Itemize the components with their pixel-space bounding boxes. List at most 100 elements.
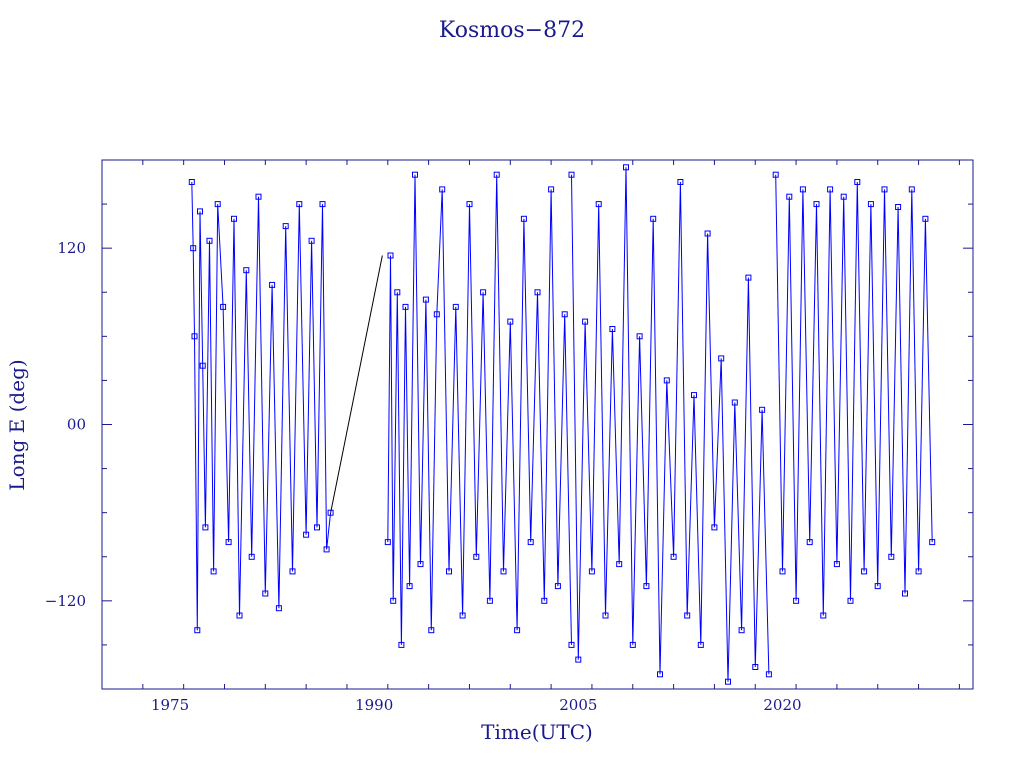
- data-point: [881, 186, 888, 193]
- data-point: [602, 612, 609, 619]
- data-point: [428, 627, 435, 634]
- data-point: [561, 311, 568, 318]
- data-point: [582, 318, 589, 325]
- data-point: [197, 208, 203, 215]
- plot-frame: [101, 159, 974, 690]
- x-tick-label: 1975: [151, 696, 189, 714]
- plot-area: [101, 159, 974, 690]
- data-point: [214, 201, 221, 208]
- data-point: [188, 179, 195, 185]
- data-point: [194, 627, 201, 634]
- data-point: [199, 362, 206, 369]
- data-point: [568, 171, 575, 178]
- data-point: [820, 612, 827, 619]
- y-tick-label: −120: [45, 592, 86, 610]
- data-point: [190, 245, 197, 252]
- chart-title: Kosmos−872: [439, 18, 585, 43]
- data-point: [929, 539, 936, 546]
- data-point: [588, 568, 595, 575]
- data-point: [514, 627, 521, 634]
- data-point: [248, 553, 255, 560]
- data-point: [493, 171, 500, 178]
- data-point: [772, 171, 779, 178]
- data-point: [466, 201, 473, 208]
- data-point: [677, 179, 684, 185]
- data-point: [231, 215, 237, 222]
- data-point: [255, 193, 262, 200]
- data-point: [296, 201, 303, 208]
- data-point: [534, 289, 541, 296]
- data-point: [422, 296, 429, 303]
- data-point: [275, 605, 282, 612]
- data-point: [303, 531, 310, 538]
- data-point: [262, 590, 269, 597]
- data-layer: [188, 164, 936, 685]
- data-point: [697, 641, 704, 648]
- data-point: [609, 326, 616, 332]
- data-point: [220, 303, 227, 310]
- data-point: [861, 568, 868, 575]
- data-point: [827, 186, 834, 193]
- data-point: [725, 678, 731, 685]
- y-tick-label: 00: [67, 416, 86, 434]
- data-point: [202, 524, 209, 531]
- data-point: [269, 281, 276, 288]
- data-point: [765, 671, 772, 678]
- data-point: [289, 568, 296, 575]
- data-point: [568, 641, 575, 648]
- data-point: [902, 590, 908, 597]
- data-point: [384, 539, 391, 546]
- data-point: [684, 612, 691, 619]
- data-point: [915, 568, 922, 575]
- data-point: [616, 561, 623, 568]
- x-tick-label: 1990: [355, 696, 393, 714]
- data-point: [323, 546, 330, 553]
- x-tick-label: 2020: [763, 696, 801, 714]
- data-point: [650, 215, 657, 222]
- data-point: [548, 186, 555, 193]
- data-point: [854, 179, 861, 185]
- data-point: [833, 561, 840, 568]
- data-point: [874, 583, 881, 590]
- data-point: [500, 568, 507, 575]
- data-point: [847, 597, 854, 604]
- data-point: [908, 186, 915, 193]
- data-point: [793, 597, 800, 604]
- axis-ticks: 1975 1990 2005 2020 −120 00 120: [45, 160, 973, 714]
- data-point: [206, 237, 213, 244]
- data-point: [433, 311, 440, 318]
- data-point: [236, 612, 243, 619]
- data-point: [575, 656, 582, 663]
- series-3-line: [775, 174, 933, 616]
- data-point: [840, 193, 847, 200]
- data-point: [738, 627, 745, 634]
- data-point: [406, 583, 413, 590]
- data-point: [867, 201, 874, 208]
- data-point: [895, 204, 902, 210]
- data-point: [691, 392, 697, 399]
- x-axis-label: Time(UTC): [481, 720, 593, 744]
- data-point: [813, 201, 820, 208]
- data-point: [210, 568, 217, 575]
- data-point: [402, 303, 409, 310]
- data-point: [670, 553, 677, 560]
- data-point: [439, 186, 446, 193]
- data-point: [554, 583, 561, 590]
- data-point: [473, 553, 480, 560]
- data-point: [191, 333, 198, 340]
- data-point: [779, 568, 786, 575]
- data-point: [704, 230, 711, 237]
- data-point: [308, 237, 315, 244]
- gap-connector-line: [330, 255, 383, 513]
- data-point: [390, 597, 397, 604]
- data-point: [922, 215, 929, 222]
- data-point: [394, 289, 401, 296]
- data-point: [786, 193, 793, 200]
- y-axis-label: Long E (deg): [5, 359, 29, 490]
- data-point: [623, 164, 629, 171]
- data-point: [629, 641, 636, 648]
- data-point: [417, 561, 424, 568]
- data-point: [752, 664, 759, 670]
- data-point: [486, 597, 493, 604]
